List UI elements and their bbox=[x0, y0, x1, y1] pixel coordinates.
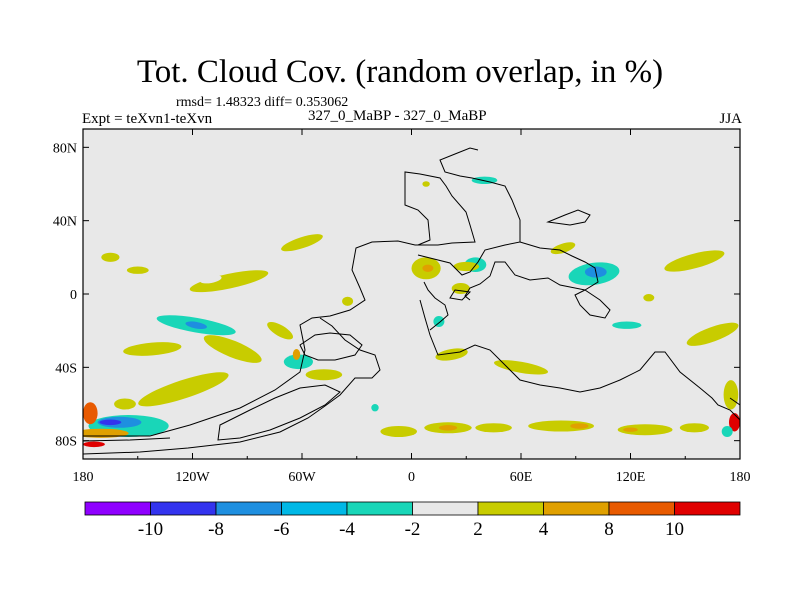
colorbar-label: 8 bbox=[604, 519, 614, 540]
colorbar-swatch bbox=[281, 501, 348, 516]
lon-tick-label: 180 bbox=[73, 470, 94, 485]
lat-tick-label: 0 bbox=[70, 288, 77, 303]
colorbar-swatch bbox=[608, 501, 675, 516]
anomaly-patch bbox=[623, 427, 638, 432]
anomaly-patch bbox=[83, 441, 105, 448]
lon-tick-label: 180 bbox=[730, 470, 751, 485]
colorbar-label: -8 bbox=[208, 519, 224, 540]
coastlines bbox=[83, 147, 740, 455]
anomaly-patch bbox=[528, 420, 594, 432]
anomaly-patch bbox=[83, 428, 129, 438]
anomaly-patch bbox=[617, 424, 673, 436]
anomaly-patch bbox=[475, 423, 512, 433]
colorbar-label: 10 bbox=[665, 519, 684, 540]
axis-tick-labels: 180 120W 60W 0 60E 120E 180 80N 40N 0 40S 80S bbox=[53, 141, 751, 485]
colorbar: -10 -8 -6 -4 -2 2 4 8 10 bbox=[84, 501, 741, 540]
anomaly-patch bbox=[200, 275, 222, 284]
anomaly-patch bbox=[138, 372, 229, 407]
lat-tick-label: 40N bbox=[53, 215, 77, 230]
anomaly-patch bbox=[493, 360, 549, 375]
anomaly-patch bbox=[305, 369, 343, 381]
anomaly-patch bbox=[550, 242, 576, 255]
anomaly-patch bbox=[438, 425, 458, 431]
lat-tick-label: 80N bbox=[53, 141, 77, 156]
anomaly-patch bbox=[123, 342, 182, 356]
lon-tick-label: 0 bbox=[408, 470, 415, 485]
plot-title: Tot. Cloud Cov. (random overlap, in %) bbox=[136, 54, 664, 90]
lon-tick-label: 120E bbox=[616, 470, 646, 485]
anomaly-patch bbox=[126, 266, 149, 274]
season-label: JJA bbox=[719, 111, 742, 127]
anomaly-patch bbox=[342, 296, 354, 306]
colorbar-label: -2 bbox=[405, 519, 421, 540]
anomaly-patch bbox=[114, 398, 136, 410]
anomaly-patch bbox=[664, 250, 725, 272]
anomaly-patch bbox=[643, 294, 655, 302]
anomaly-patch bbox=[83, 402, 98, 425]
case-label: 327_0_MaBP - 327_0_MaBP bbox=[308, 108, 487, 124]
anomaly-patch bbox=[721, 426, 733, 437]
anomaly-patch bbox=[203, 335, 262, 363]
anomaly-patch bbox=[570, 423, 589, 429]
axis-ticks bbox=[82, 129, 741, 459]
anomaly-patch bbox=[292, 349, 301, 360]
lat-tick-label: 80S bbox=[55, 435, 77, 450]
anomaly-patch bbox=[422, 181, 430, 187]
colorbar-label: 4 bbox=[539, 519, 549, 540]
colorbar-label: 2 bbox=[473, 519, 483, 540]
stats-text: rmsd= 1.48323 diff= 0.353062 bbox=[176, 95, 349, 110]
anomaly-patch bbox=[612, 321, 642, 329]
colorbar-label: -6 bbox=[274, 519, 290, 540]
lon-tick-label: 60W bbox=[288, 470, 316, 485]
anomaly-patch bbox=[189, 270, 269, 293]
anomaly-patch bbox=[371, 404, 379, 412]
anomaly-patch bbox=[422, 264, 434, 272]
colorbar-swatch bbox=[543, 501, 610, 516]
colorbar-label: -4 bbox=[339, 519, 355, 540]
colorbar-swatch bbox=[674, 501, 741, 516]
anomaly-field bbox=[83, 176, 740, 448]
colorbar-swatch bbox=[346, 501, 413, 516]
plot-background bbox=[83, 129, 740, 459]
anomaly-patch bbox=[679, 423, 710, 433]
anomaly-patch bbox=[380, 426, 418, 437]
anomaly-patch bbox=[433, 316, 445, 327]
colorbar-swatch bbox=[150, 501, 217, 516]
lon-tick-label: 120W bbox=[175, 470, 210, 485]
anomaly-patch bbox=[185, 321, 207, 329]
anomaly-patch bbox=[99, 419, 122, 426]
anomaly-patch bbox=[101, 252, 120, 262]
lon-tick-label: 60E bbox=[510, 470, 533, 485]
experiment-label: Expt = teXvn1-teXvn bbox=[82, 111, 213, 127]
anomaly-patch bbox=[281, 234, 323, 252]
colorbar-swatch bbox=[477, 501, 544, 516]
anomaly-patch bbox=[283, 354, 313, 370]
colorbar-swatch bbox=[84, 501, 151, 516]
colorbar-label: -10 bbox=[138, 519, 163, 540]
colorbar-swatch bbox=[412, 501, 479, 516]
colorbar-swatch bbox=[215, 501, 282, 516]
anomaly-patch bbox=[723, 380, 739, 410]
anomaly-patch bbox=[267, 321, 294, 340]
anomaly-patch bbox=[686, 322, 739, 346]
lat-tick-label: 40S bbox=[55, 361, 77, 376]
anomaly-patch bbox=[435, 348, 468, 361]
